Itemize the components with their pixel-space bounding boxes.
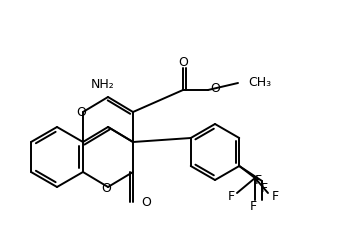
Text: O: O bbox=[178, 55, 188, 69]
Text: O: O bbox=[101, 182, 111, 194]
Text: F: F bbox=[250, 200, 257, 213]
Text: F: F bbox=[255, 174, 262, 187]
Text: F: F bbox=[271, 189, 279, 203]
Text: O: O bbox=[141, 197, 151, 209]
Text: F: F bbox=[260, 183, 267, 195]
Text: CH₃: CH₃ bbox=[248, 76, 271, 89]
Text: O: O bbox=[76, 105, 86, 119]
Text: F: F bbox=[227, 189, 234, 203]
Text: O: O bbox=[210, 83, 220, 95]
Text: NH₂: NH₂ bbox=[91, 78, 115, 90]
